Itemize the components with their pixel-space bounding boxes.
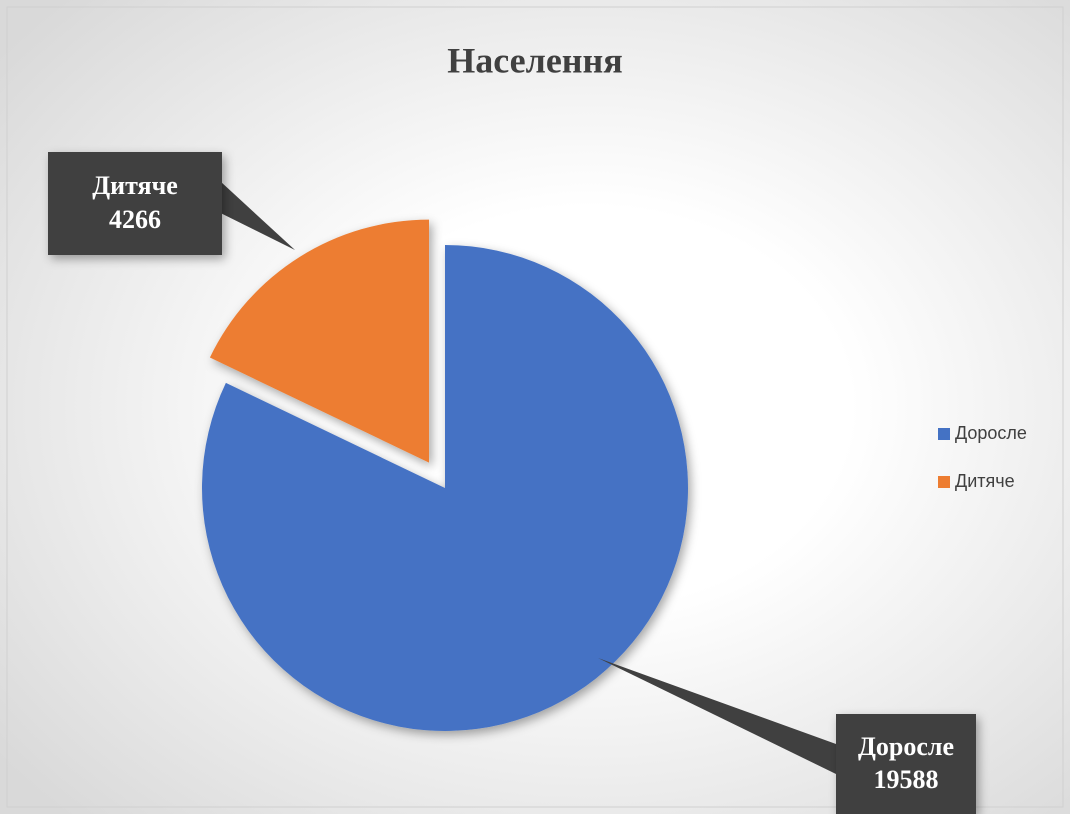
- chart-title: Населення: [447, 40, 623, 80]
- callout-pointer: [598, 658, 836, 774]
- data-label-value: 19588: [874, 765, 939, 794]
- data-label-category: Доросле: [858, 732, 954, 761]
- callout-pointer: [222, 182, 295, 250]
- data-label-value: 4266: [109, 205, 161, 234]
- legend-swatch: [938, 428, 950, 440]
- pie-slice: [201, 245, 688, 732]
- data-label-category: Дитяче: [92, 171, 178, 200]
- legend-label: Доросле: [955, 423, 1027, 443]
- legend-label: Дитяче: [955, 471, 1015, 491]
- legend-swatch: [938, 476, 950, 488]
- chart-border: [6, 6, 1064, 808]
- pie-slice: [209, 219, 430, 463]
- callout-box: [836, 714, 976, 814]
- callout-box: [48, 152, 222, 255]
